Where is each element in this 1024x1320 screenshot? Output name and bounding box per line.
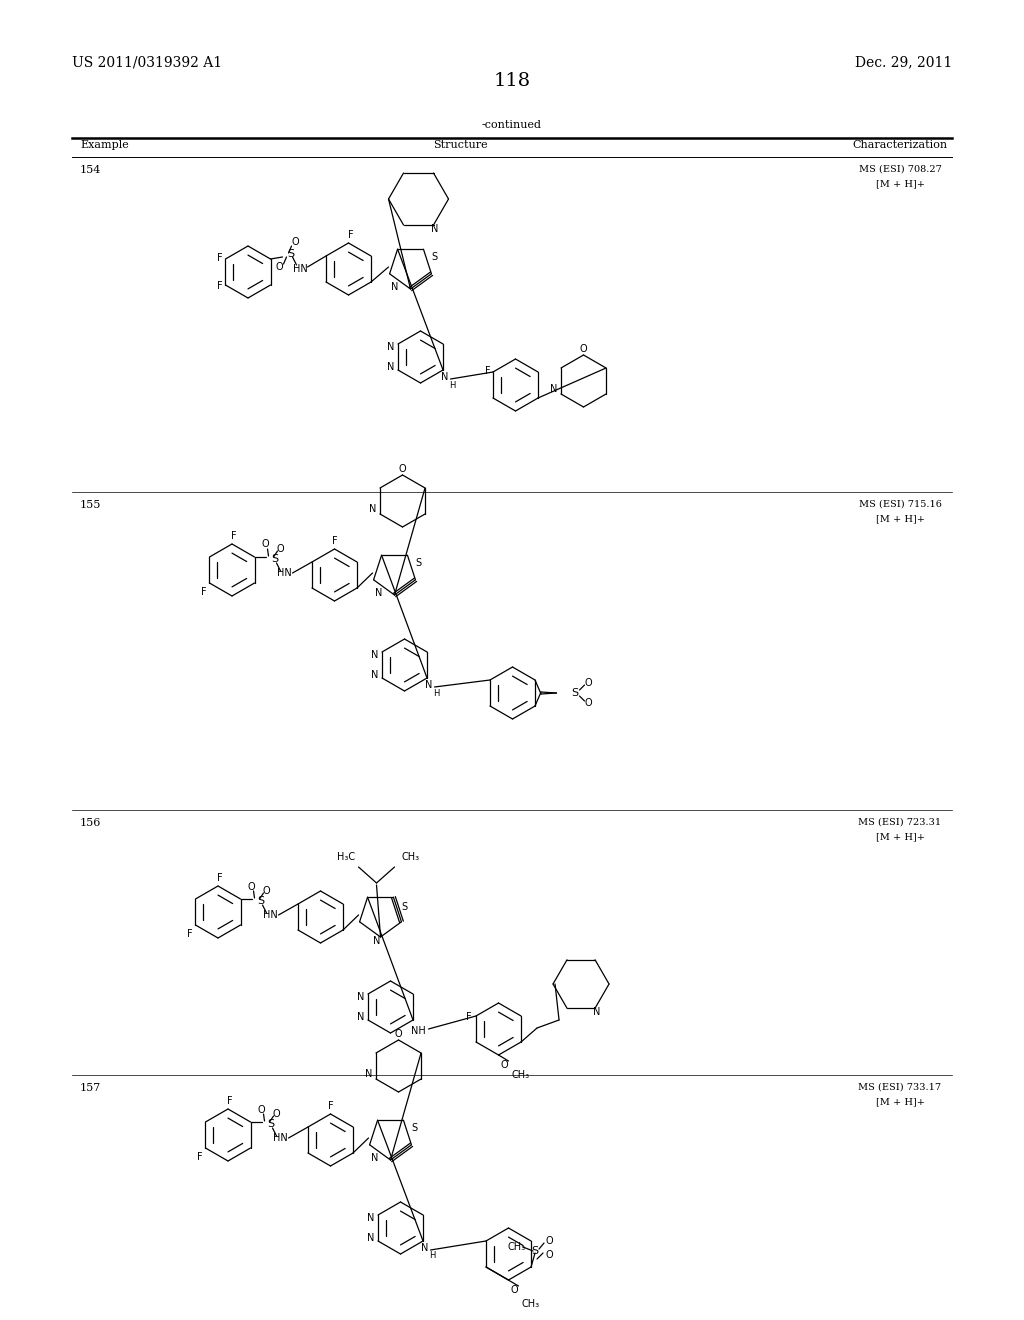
Text: CH₃: CH₃ bbox=[508, 1242, 526, 1251]
Text: N: N bbox=[356, 993, 365, 1002]
Text: [M + H]+: [M + H]+ bbox=[876, 1097, 925, 1106]
Text: O: O bbox=[276, 544, 285, 554]
Text: Dec. 29, 2011: Dec. 29, 2011 bbox=[855, 55, 952, 69]
Text: N: N bbox=[387, 342, 394, 352]
Text: Structure: Structure bbox=[433, 140, 487, 150]
Text: O: O bbox=[585, 698, 592, 708]
Text: N: N bbox=[371, 649, 378, 660]
Text: F: F bbox=[348, 230, 353, 240]
Text: H: H bbox=[429, 1251, 435, 1261]
Text: CH₃: CH₃ bbox=[511, 1071, 529, 1080]
Text: F: F bbox=[328, 1101, 334, 1111]
Text: O: O bbox=[275, 261, 284, 272]
Text: S: S bbox=[288, 249, 295, 259]
Text: [M + H]+: [M + H]+ bbox=[876, 180, 925, 187]
Text: H: H bbox=[450, 380, 456, 389]
Text: O: O bbox=[580, 345, 588, 354]
Text: N: N bbox=[375, 587, 382, 598]
Text: N: N bbox=[391, 282, 398, 292]
Text: US 2011/0319392 A1: US 2011/0319392 A1 bbox=[72, 55, 222, 69]
Text: N: N bbox=[440, 372, 449, 381]
Text: HN: HN bbox=[263, 909, 278, 920]
Text: F: F bbox=[332, 536, 337, 546]
Text: O: O bbox=[258, 1105, 265, 1115]
Text: MS (ESI) 723.31: MS (ESI) 723.31 bbox=[858, 818, 941, 828]
Text: O: O bbox=[248, 882, 255, 892]
Text: S: S bbox=[416, 558, 422, 568]
Text: NH: NH bbox=[412, 1026, 426, 1036]
Text: S: S bbox=[257, 896, 264, 906]
Text: F: F bbox=[484, 366, 490, 376]
Text: CH₃: CH₃ bbox=[521, 1299, 540, 1309]
Text: S: S bbox=[271, 554, 279, 564]
Text: MS (ESI) 733.17: MS (ESI) 733.17 bbox=[858, 1082, 941, 1092]
Text: F: F bbox=[217, 253, 223, 263]
Text: N: N bbox=[371, 671, 378, 680]
Text: [M + H]+: [M + H]+ bbox=[876, 832, 925, 841]
Text: -continued: -continued bbox=[482, 120, 542, 129]
Text: N: N bbox=[367, 1213, 374, 1224]
Text: S: S bbox=[531, 1246, 539, 1257]
Text: Characterization: Characterization bbox=[852, 140, 947, 150]
Text: F: F bbox=[198, 1152, 203, 1162]
Text: 154: 154 bbox=[80, 165, 101, 176]
Text: F: F bbox=[201, 587, 207, 597]
Text: S: S bbox=[267, 1119, 274, 1129]
Text: N: N bbox=[365, 1069, 372, 1078]
Text: O: O bbox=[394, 1030, 402, 1039]
Text: F: F bbox=[231, 531, 237, 541]
Text: O: O bbox=[501, 1060, 508, 1071]
Text: H₃C: H₃C bbox=[338, 851, 355, 862]
Text: O: O bbox=[398, 465, 407, 474]
Text: N: N bbox=[369, 504, 376, 513]
Text: HN: HN bbox=[293, 264, 308, 275]
Text: F: F bbox=[217, 281, 223, 290]
Text: HN: HN bbox=[273, 1133, 288, 1143]
Text: O: O bbox=[511, 1284, 518, 1295]
Text: [M + H]+: [M + H]+ bbox=[876, 513, 925, 523]
Text: MS (ESI) 715.16: MS (ESI) 715.16 bbox=[858, 500, 941, 510]
Text: H: H bbox=[433, 689, 439, 697]
Text: S: S bbox=[571, 688, 579, 698]
Text: O: O bbox=[585, 678, 592, 688]
Text: F: F bbox=[227, 1096, 232, 1106]
Text: O: O bbox=[272, 1109, 281, 1119]
Text: N: N bbox=[431, 224, 438, 234]
Text: O: O bbox=[545, 1250, 553, 1261]
Text: CH₃: CH₃ bbox=[401, 851, 420, 862]
Text: F: F bbox=[217, 873, 223, 883]
Text: F: F bbox=[466, 1012, 471, 1022]
Text: S: S bbox=[431, 252, 437, 261]
Text: N: N bbox=[387, 362, 394, 372]
Text: S: S bbox=[401, 902, 408, 912]
Text: O: O bbox=[545, 1236, 553, 1246]
Text: 155: 155 bbox=[80, 500, 101, 510]
Text: N: N bbox=[425, 680, 432, 690]
Text: F: F bbox=[187, 929, 193, 939]
Text: N: N bbox=[550, 384, 557, 393]
Text: Example: Example bbox=[80, 140, 129, 150]
Text: S: S bbox=[412, 1123, 418, 1133]
Text: O: O bbox=[263, 886, 270, 896]
Text: N: N bbox=[367, 1233, 374, 1243]
Text: N: N bbox=[356, 1012, 365, 1022]
Text: MS (ESI) 708.27: MS (ESI) 708.27 bbox=[858, 165, 941, 174]
Text: O: O bbox=[292, 238, 299, 247]
Text: N: N bbox=[593, 1007, 601, 1016]
Text: HN: HN bbox=[278, 568, 292, 578]
Text: 156: 156 bbox=[80, 818, 101, 828]
Text: 157: 157 bbox=[80, 1082, 101, 1093]
Text: 118: 118 bbox=[494, 73, 530, 90]
Text: O: O bbox=[262, 539, 269, 549]
Text: N: N bbox=[371, 1152, 378, 1163]
Text: N: N bbox=[421, 1243, 428, 1253]
Text: N: N bbox=[373, 936, 380, 946]
